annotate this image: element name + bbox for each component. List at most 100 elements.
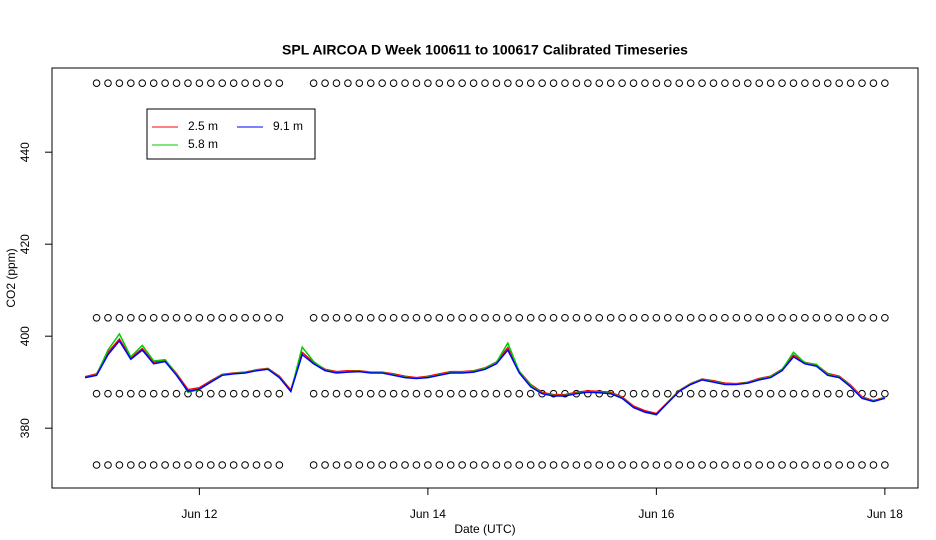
reference-point xyxy=(515,79,524,87)
reference-point xyxy=(641,389,649,398)
reference-point xyxy=(606,461,615,469)
reference-point xyxy=(618,313,626,322)
reference-point xyxy=(332,461,341,469)
reference-point xyxy=(732,313,741,322)
reference-point xyxy=(709,389,718,398)
reference-point xyxy=(229,461,238,469)
reference-point xyxy=(207,461,215,469)
reference-point xyxy=(321,313,329,322)
reference-point xyxy=(127,461,135,469)
reference-point xyxy=(207,389,215,398)
reference-point xyxy=(481,461,489,469)
reference-point xyxy=(344,313,352,322)
reference-point xyxy=(264,461,272,469)
reference-point xyxy=(355,79,364,87)
reference-point xyxy=(161,461,169,469)
reference-point xyxy=(458,389,466,398)
reference-point xyxy=(686,461,695,469)
reference-point xyxy=(812,79,821,87)
reference-point xyxy=(469,389,478,398)
reference-point xyxy=(504,313,512,322)
reference-point xyxy=(709,79,718,87)
reference-point xyxy=(344,461,352,469)
reference-point xyxy=(595,461,604,469)
reference-point xyxy=(526,313,535,322)
reference-point xyxy=(92,79,101,87)
reference-point xyxy=(481,313,489,322)
reference-point xyxy=(858,461,866,469)
reference-point xyxy=(789,461,798,469)
reference-point xyxy=(629,461,638,469)
reference-point xyxy=(755,79,763,87)
reference-point xyxy=(241,313,249,322)
reference-point xyxy=(846,313,855,322)
reference-point xyxy=(241,461,249,469)
reference-point xyxy=(801,79,809,87)
reference-point xyxy=(344,389,352,398)
x-tick-label: Jun 14 xyxy=(410,507,446,521)
reference-point xyxy=(172,313,181,322)
reference-point xyxy=(138,461,147,469)
reference-point xyxy=(309,313,318,322)
reference-point xyxy=(172,461,181,469)
reference-point xyxy=(629,389,638,398)
reference-point xyxy=(401,461,409,469)
reference-point xyxy=(458,461,466,469)
reference-point xyxy=(732,79,741,87)
reference-point xyxy=(138,313,147,322)
reference-point xyxy=(755,313,763,322)
reference-point xyxy=(515,461,524,469)
reference-point xyxy=(823,313,832,322)
reference-point xyxy=(801,461,809,469)
reference-point xyxy=(458,79,466,87)
reference-point xyxy=(572,461,581,469)
reference-point xyxy=(629,313,638,322)
reference-point xyxy=(858,313,866,322)
reference-point xyxy=(115,313,124,322)
reference-point xyxy=(663,461,672,469)
reference-point xyxy=(766,79,775,87)
reference-point xyxy=(469,461,478,469)
reference-point xyxy=(549,79,558,87)
reference-point xyxy=(378,79,386,87)
reference-point xyxy=(195,461,204,469)
reference-point xyxy=(869,461,878,469)
reference-point xyxy=(766,389,775,398)
reference-point xyxy=(127,313,135,322)
reference-point xyxy=(229,389,238,398)
reference-point xyxy=(195,79,204,87)
reference-point xyxy=(172,79,181,87)
reference-point xyxy=(538,461,546,469)
reference-point xyxy=(469,79,478,87)
reference-point xyxy=(732,461,741,469)
reference-point xyxy=(595,313,604,322)
reference-point xyxy=(561,461,569,469)
reference-point xyxy=(504,79,512,87)
x-tick-label: Jun 12 xyxy=(181,507,217,521)
reference-point xyxy=(275,461,284,469)
reference-point xyxy=(332,389,341,398)
reference-point xyxy=(401,79,409,87)
series-line xyxy=(84,332,886,416)
reference-point xyxy=(355,389,364,398)
reference-point xyxy=(698,461,706,469)
reference-point xyxy=(424,313,432,322)
reference-point xyxy=(424,461,432,469)
reference-point xyxy=(355,313,364,322)
reference-point xyxy=(92,461,101,469)
reference-point xyxy=(663,389,672,398)
reference-point xyxy=(309,461,318,469)
reference-point xyxy=(686,313,695,322)
reference-point xyxy=(549,461,558,469)
reference-point xyxy=(492,313,501,322)
reference-point xyxy=(104,79,112,87)
reference-point xyxy=(515,313,524,322)
reference-point xyxy=(675,461,684,469)
reference-point xyxy=(618,79,626,87)
x-tick-label: Jun 18 xyxy=(867,507,903,521)
reference-point xyxy=(149,461,158,469)
reference-point xyxy=(241,79,249,87)
y-tick-label: 380 xyxy=(18,418,32,438)
reference-point xyxy=(801,389,809,398)
reference-point xyxy=(686,79,695,87)
